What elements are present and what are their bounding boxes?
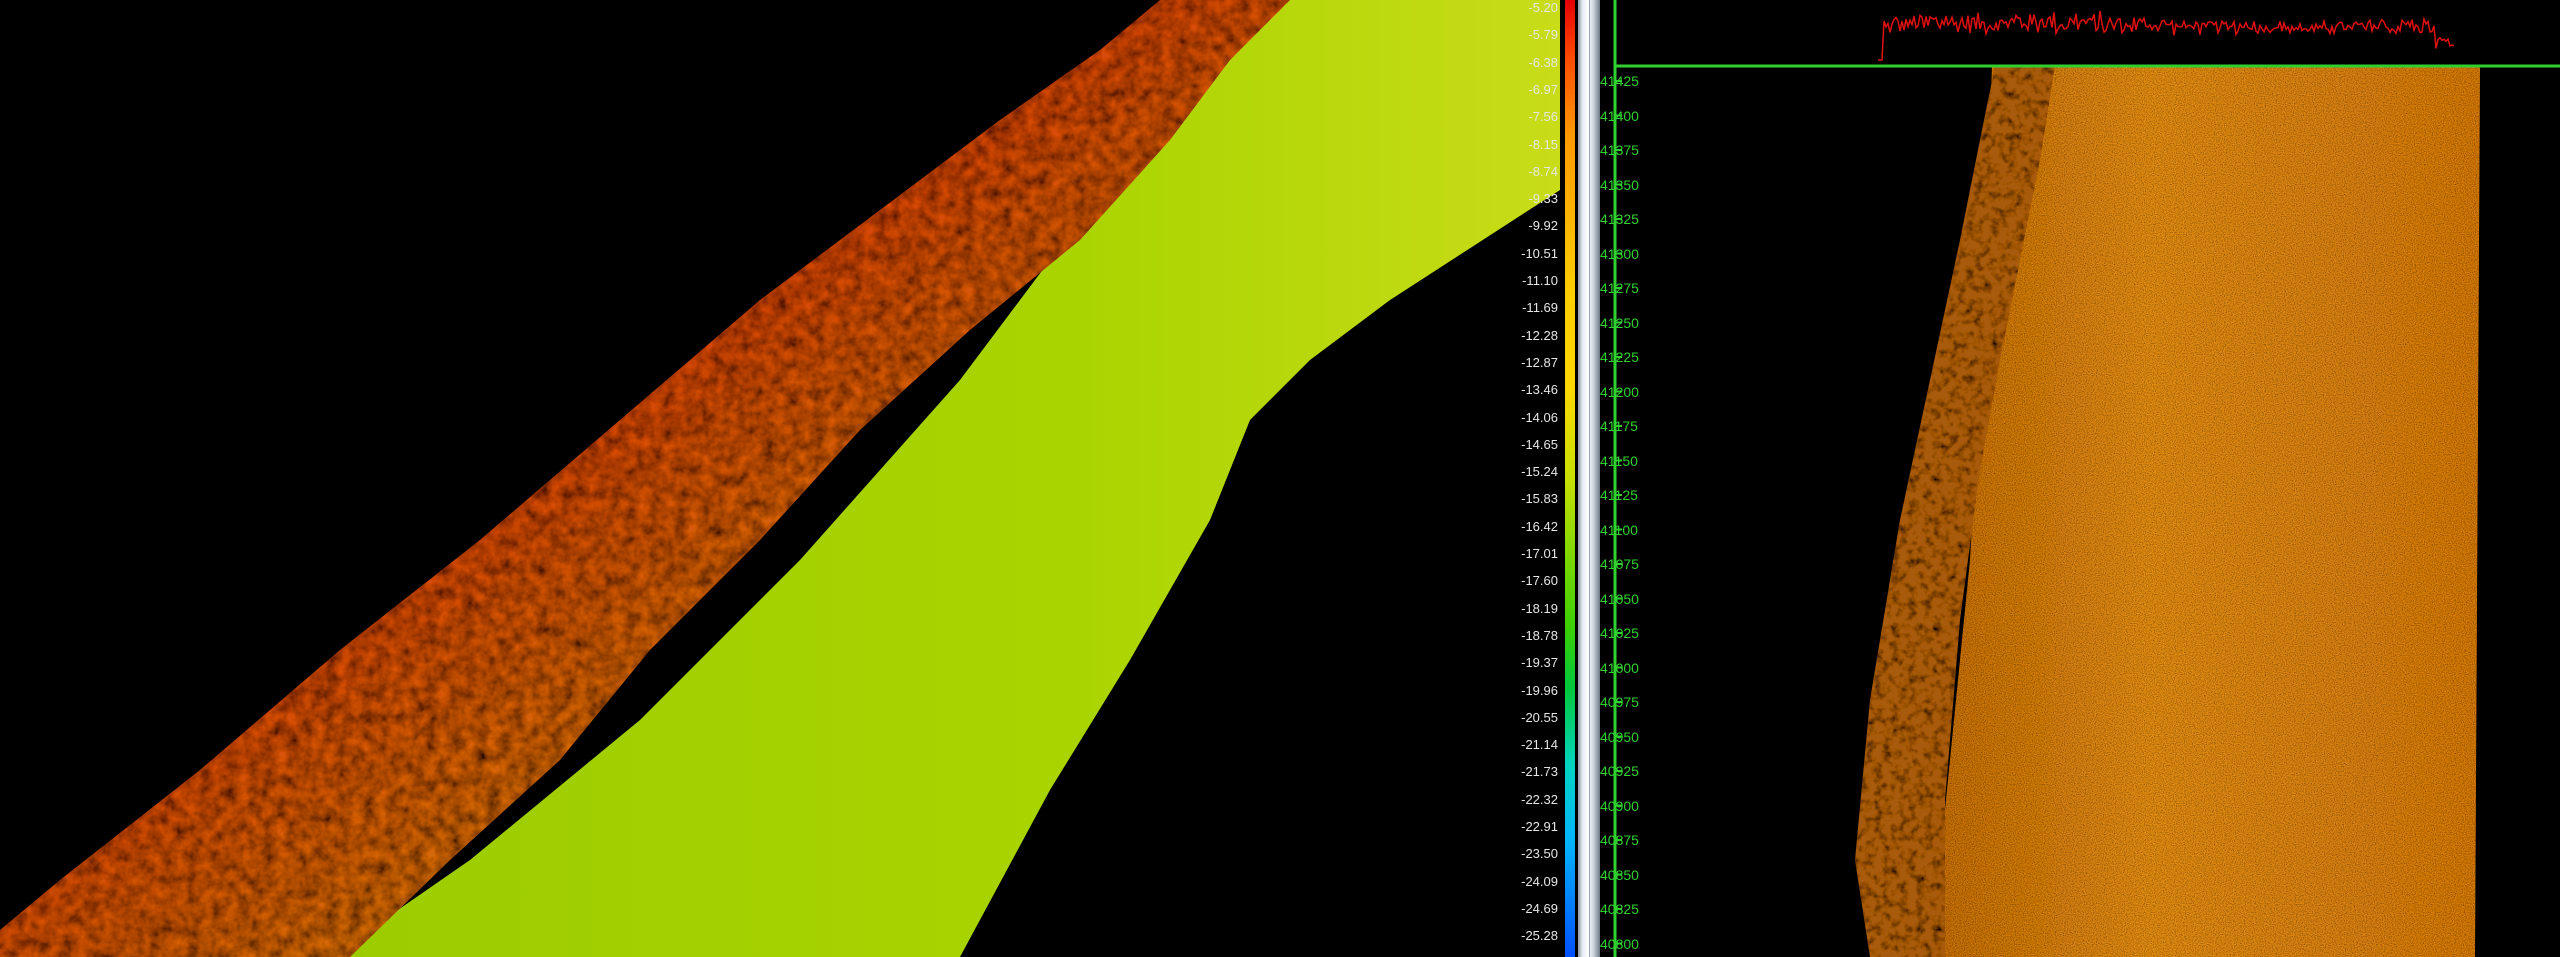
depth-scale-label: -19.96 [1521, 682, 1558, 698]
depth-scale-label: -11.69 [1522, 300, 1558, 316]
depth-scale-label: -11.10 [1522, 273, 1558, 288]
sidescan-display[interactable] [1600, 0, 2560, 957]
depth-scale-label: -22.32 [1521, 791, 1558, 807]
depth-scale-label: -24.69 [1521, 900, 1558, 916]
ping-axis-label: 41375 [1600, 142, 1639, 158]
depth-scale-label: -10.51 [1521, 245, 1558, 261]
depth-scale-label: -19.37 [1521, 655, 1558, 671]
ping-axis-label: 40800 [1600, 935, 1639, 952]
ping-axis-ticks [1615, 80, 1622, 945]
ping-axis-label: 41100 [1600, 521, 1638, 538]
depth-scale-label: -18.78 [1521, 627, 1558, 643]
bathymetry-surface[interactable] [0, 0, 1600, 957]
ping-axis-label: 41050 [1600, 590, 1639, 607]
ping-axis-label: 41075 [1600, 556, 1639, 572]
depth-scale-label: -17.01 [1521, 546, 1558, 561]
depth-scale-label: -7.56 [1528, 109, 1558, 125]
depth-scale-label: -5.79 [1528, 27, 1558, 43]
depth-scale-label: -25.28 [1521, 928, 1558, 944]
depth-scale-label: -23.50 [1521, 846, 1558, 862]
depth-scale-label: -24.09 [1521, 873, 1558, 889]
depth-scale-label: -18.19 [1521, 600, 1558, 616]
depth-scale-label: -15.83 [1521, 491, 1558, 507]
depth-scale: -5.20 -5.79 -6.38 -6.97 -7.56 -8.15 -8.74 -9.33… [1500, 0, 1558, 957]
ping-axis-label: 41225 [1600, 349, 1639, 365]
depth-scale-label: -14.65 [1521, 436, 1558, 452]
depth-scale-label: -15.24 [1521, 464, 1558, 480]
sidescan-waterfall-panel[interactable]: 41425 41400 41375 41350 41325 41300 41275 41250… [1600, 0, 2560, 957]
ping-axis-label: 41350 [1600, 176, 1639, 193]
ping-axis-label: 41200 [1600, 383, 1639, 400]
depth-scale-label: -17.60 [1521, 573, 1558, 589]
depth-scale-label: -16.42 [1521, 518, 1558, 534]
depth-scale-label: -6.97 [1528, 81, 1558, 97]
amplitude-profile-trace [1878, 10, 2455, 61]
seabed-surface [330, 0, 1560, 957]
depth-scale-label: -9.33 [1528, 191, 1558, 207]
depth-scale-label: -13.46 [1521, 382, 1558, 398]
ping-axis-label: 41175 [1600, 418, 1638, 434]
ping-axis-label: 41025 [1600, 625, 1639, 641]
sidescan-rock-edge [1855, 66, 2055, 957]
ping-axis-label: 41275 [1600, 280, 1639, 296]
ping-axis-label: 41250 [1600, 314, 1639, 331]
depth-scale-label: -12.87 [1521, 354, 1558, 370]
ping-axis-label: 41400 [1600, 107, 1639, 124]
depth-scale-label: -8.15 [1528, 136, 1558, 152]
ping-axis-label: 41000 [1600, 659, 1639, 676]
depth-scale-label: -8.74 [1528, 163, 1558, 179]
depth-scale-label: -12.28 [1521, 327, 1558, 343]
depth-scale-label: -21.14 [1521, 737, 1558, 753]
ping-axis-label: 41150 [1600, 452, 1638, 469]
depth-scale-label: -14.06 [1521, 409, 1558, 425]
depth-scale-label: -6.38 [1528, 54, 1558, 70]
ping-axis-label: 41425 [1600, 73, 1639, 89]
splitter-divider-line [1589, 0, 1590, 957]
depth-scale-label: -21.73 [1521, 764, 1558, 780]
ping-axis-label: 41125 [1600, 487, 1638, 503]
depth-scale-label: -22.91 [1521, 819, 1558, 834]
depth-colorbar [1565, 0, 1575, 957]
sidescan-seafloor-swath [1930, 66, 2480, 957]
ping-axis-label: 40925 [1600, 763, 1639, 779]
depth-scale-label: -5.20 [1528, 0, 1558, 15]
bathymetry-3d-view[interactable] [0, 0, 1600, 957]
ping-axis-label: 40975 [1600, 694, 1639, 710]
ping-axis-label: 40825 [1600, 901, 1639, 917]
ping-axis-label: 41300 [1600, 245, 1639, 262]
ping-axis-label: 40850 [1600, 866, 1639, 883]
shore-rock-band [0, 0, 1290, 957]
ping-axis-label: 41325 [1600, 211, 1639, 227]
depth-scale-label: -9.92 [1528, 218, 1558, 234]
ping-axis-label: 40900 [1600, 797, 1639, 814]
ping-axis-label: 40875 [1600, 832, 1639, 848]
ping-axis-label: 40950 [1600, 728, 1639, 745]
depth-scale-label: -20.55 [1521, 709, 1558, 725]
